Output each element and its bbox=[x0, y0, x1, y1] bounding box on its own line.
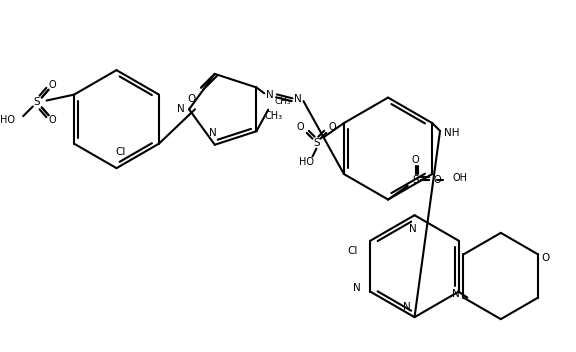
Text: N: N bbox=[209, 128, 217, 138]
Text: O: O bbox=[328, 122, 336, 132]
Text: S: S bbox=[412, 175, 419, 185]
Text: CH₃: CH₃ bbox=[274, 97, 291, 106]
Text: N: N bbox=[452, 289, 460, 298]
Text: N: N bbox=[266, 90, 274, 100]
Text: O: O bbox=[49, 80, 56, 90]
Text: HO: HO bbox=[0, 115, 15, 125]
Text: HO: HO bbox=[299, 157, 314, 167]
Text: O: O bbox=[49, 115, 56, 125]
Text: N: N bbox=[294, 94, 301, 104]
Text: N: N bbox=[409, 224, 416, 234]
Text: O: O bbox=[297, 122, 305, 132]
Text: O: O bbox=[433, 175, 441, 185]
Text: S: S bbox=[33, 98, 40, 107]
Text: O: O bbox=[542, 253, 550, 263]
Text: O: O bbox=[187, 94, 195, 105]
Text: N: N bbox=[353, 283, 361, 293]
Text: N: N bbox=[403, 302, 411, 312]
Text: Cl: Cl bbox=[115, 147, 126, 157]
Text: OH: OH bbox=[453, 173, 468, 183]
Text: N: N bbox=[177, 104, 185, 114]
Text: Cl: Cl bbox=[347, 245, 358, 256]
Text: O: O bbox=[412, 155, 419, 165]
Text: S: S bbox=[313, 138, 320, 148]
Text: CH₃: CH₃ bbox=[264, 111, 282, 120]
Text: NH: NH bbox=[444, 128, 460, 138]
